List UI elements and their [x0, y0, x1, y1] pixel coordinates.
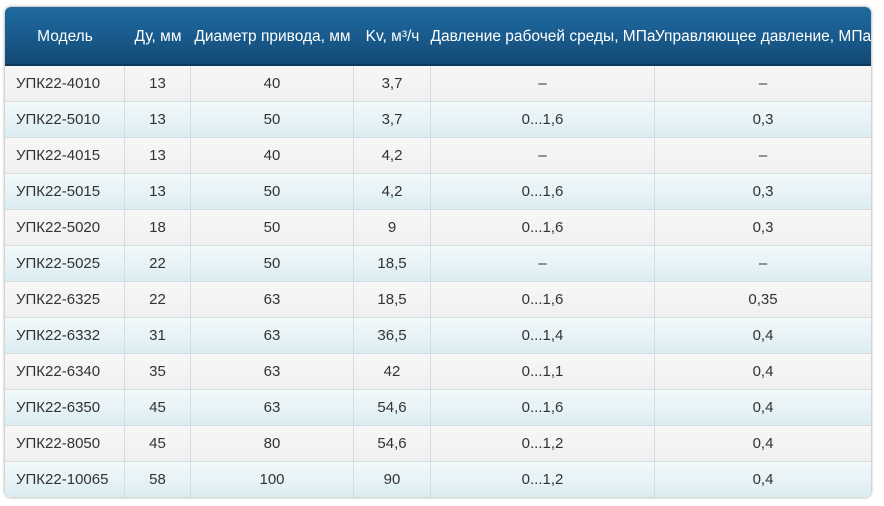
- table-row: УПК22-5020 18 50 9 0...1,6 0,3: [5, 210, 871, 246]
- table-header: Модель Ду, мм Диаметр привода, мм Kv, м³…: [5, 7, 871, 66]
- table-row: УПК22-4010 13 40 3,7– –: [5, 66, 871, 102]
- table-row: УПК22-6325 22 63 18,5 0...1,6 0,35: [5, 282, 871, 318]
- cell-actuator-diameter: 50: [191, 246, 354, 281]
- cell-working-pressure: 0...1,2: [431, 426, 655, 461]
- cell-kv: 90: [354, 462, 431, 497]
- cell-kv: 3,7: [354, 102, 431, 137]
- cell-control-pressure: 0,4: [752, 435, 774, 452]
- cell-working-pressure: 0...1,6: [431, 102, 655, 137]
- table-body: УПК22-4010 13 40 3,7– – УПК22-5010 13 50 3,7 0...…: [5, 66, 871, 497]
- cell-nominal-diameter: 13: [125, 138, 191, 173]
- cell-kv: 4,2: [354, 174, 431, 209]
- cell-actuator-diameter: 40: [191, 66, 354, 101]
- cell-nominal-diameter: 45: [125, 426, 191, 461]
- cell-nominal-diameter: 13: [125, 102, 191, 137]
- table-row: УПК22-5010 13 50 3,7 0...1,6 0,3: [5, 102, 871, 138]
- table-row: УПК22-8050 45 80 54,6 0...1,2 0,4: [5, 426, 871, 462]
- table-row: УПК22-10065 58 100 90 0...1,2 0,4: [5, 462, 871, 497]
- header-kv: Kv, м³/ч: [365, 27, 420, 45]
- cell-nominal-diameter: 35: [125, 354, 191, 389]
- cell-nominal-diameter: 13: [125, 66, 191, 101]
- header-actuator-diameter: Диаметр привода, мм: [194, 27, 351, 45]
- cell-kv: 54,6: [354, 390, 431, 425]
- cell-control-pressure: 0,4: [752, 327, 774, 344]
- cell-actuator-diameter: 63: [191, 390, 354, 425]
- cell-model: УПК22-10065: [5, 462, 125, 497]
- table-row: УПК22-6340 35 63 42 0...1,1 0,4: [5, 354, 871, 390]
- cell-control-pressure: 0,3: [752, 183, 774, 200]
- cell-nominal-diameter: 58: [125, 462, 191, 497]
- cell-nominal-diameter: 45: [125, 390, 191, 425]
- table-row: УПК22-5025 22 50 18,5– –: [5, 246, 871, 282]
- cell-kv: 18,5: [354, 282, 431, 317]
- cell-nominal-diameter: 13: [125, 174, 191, 209]
- cell-kv: 18,5: [354, 246, 431, 281]
- cell-kv: 42: [354, 354, 431, 389]
- cell-model: УПК22-6332: [5, 318, 125, 353]
- cell-control-pressure: 0,3: [752, 219, 774, 236]
- cell-working-pressure: 0...1,6: [431, 174, 655, 209]
- table-row: УПК22-6350 45 63 54,6 0...1,6 0,4: [5, 390, 871, 426]
- header-model: Модель: [37, 27, 93, 45]
- cell-model: УПК22-5020: [5, 210, 125, 245]
- cell-actuator-diameter: 80: [191, 426, 354, 461]
- cell-working-pressure: –: [431, 138, 655, 173]
- cell-kv: 54,6: [354, 426, 431, 461]
- cell-actuator-diameter: 40: [191, 138, 354, 173]
- cell-model: УПК22-5025: [5, 246, 125, 281]
- cell-working-pressure: 0...1,6: [431, 210, 655, 245]
- cell-model: УПК22-6350: [5, 390, 125, 425]
- cell-working-pressure: 0...1,2: [431, 462, 655, 497]
- cell-control-pressure: –: [758, 147, 768, 164]
- cell-working-pressure: 0...1,1: [431, 354, 655, 389]
- cell-model: УПК22-5015: [5, 174, 125, 209]
- table-row: УПК22-4015 13 40 4,2– –: [5, 138, 871, 174]
- cell-model: УПК22-8050: [5, 426, 125, 461]
- table-row: УПК22-6332 31 63 36,5 0...1,4 0,4: [5, 318, 871, 354]
- cell-model: УПК22-4015: [5, 138, 125, 173]
- cell-control-pressure: 0,4: [752, 363, 774, 380]
- cell-kv: 4,2: [354, 138, 431, 173]
- cell-working-pressure: 0...1,6: [431, 282, 655, 317]
- cell-control-pressure: 0,4: [752, 399, 774, 416]
- header-control-pressure: Управляющее давление, МПа: [654, 27, 871, 45]
- header-nominal-diameter: Ду, мм: [134, 27, 182, 45]
- cell-working-pressure: –: [431, 246, 655, 281]
- cell-control-pressure: 0,3: [752, 111, 774, 128]
- cell-working-pressure: 0...1,6: [431, 390, 655, 425]
- cell-model: УПК22-6340: [5, 354, 125, 389]
- cell-actuator-diameter: 50: [191, 174, 354, 209]
- cell-control-pressure: 0,35: [748, 291, 778, 308]
- cell-control-pressure: –: [758, 255, 768, 272]
- cell-actuator-diameter: 100: [191, 462, 354, 497]
- cell-actuator-diameter: 63: [191, 318, 354, 353]
- cell-nominal-diameter: 31: [125, 318, 191, 353]
- cell-actuator-diameter: 63: [191, 282, 354, 317]
- cell-kv: 3,7: [354, 66, 431, 101]
- cell-actuator-diameter: 63: [191, 354, 354, 389]
- cell-model: УПК22-5010: [5, 102, 125, 137]
- cell-actuator-diameter: 50: [191, 210, 354, 245]
- cell-kv: 9: [354, 210, 431, 245]
- cell-working-pressure: 0...1,4: [431, 318, 655, 353]
- cell-control-pressure: 0,4: [752, 471, 774, 488]
- cell-control-pressure: –: [758, 75, 768, 92]
- cell-nominal-diameter: 22: [125, 282, 191, 317]
- cell-actuator-diameter: 50: [191, 102, 354, 137]
- cell-kv: 36,5: [354, 318, 431, 353]
- header-working-pressure: Давление рабочей среды, МПа: [430, 27, 656, 45]
- table-row: УПК22-5015 13 50 4,2 0...1,6 0,3: [5, 174, 871, 210]
- cell-model: УПК22-4010: [5, 66, 125, 101]
- cell-nominal-diameter: 22: [125, 246, 191, 281]
- specs-table: Модель Ду, мм Диаметр привода, мм Kv, м³…: [5, 7, 871, 497]
- cell-nominal-diameter: 18: [125, 210, 191, 245]
- cell-model: УПК22-6325: [5, 282, 125, 317]
- cell-working-pressure: –: [431, 66, 655, 101]
